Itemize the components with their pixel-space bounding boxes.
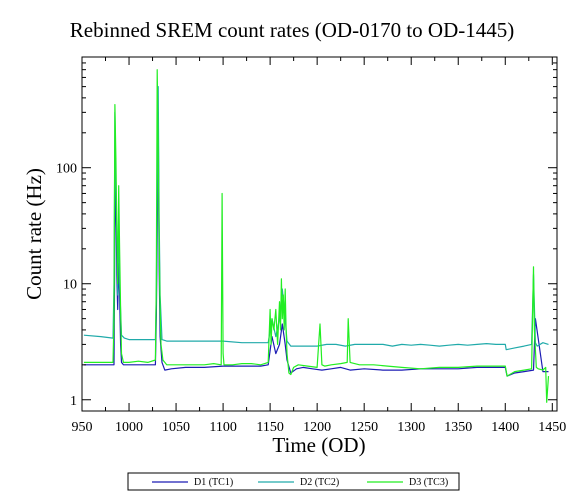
x-tick-label-1: 1000 [115,420,143,435]
series-line-2 [83,85,549,351]
x-tick-label-4: 1150 [256,420,283,435]
x-tick-label-6: 1250 [350,420,378,435]
series-line-3 [83,69,550,403]
y-tick-label-1: 10 [63,278,77,293]
x-axis-ticks: 950 1000 1050 1100 1150 1200 1250 1300 1350 1400 1… [72,57,566,435]
y-axis-ticks: 1 10 100 [56,62,557,409]
x-tick-label-10: 1450 [538,420,566,435]
series-line-1 [83,111,549,377]
x-tick-label-2: 1050 [162,420,190,435]
x-tick-label-8: 1350 [444,420,472,435]
legend-label-1: D1 (TC1) [194,477,233,488]
chart-title: Rebinned SREM count rates (OD-0170 to OD… [70,18,514,42]
legend-label-3: D3 (TC3) [409,477,448,488]
x-axis-label: Time (OD) [272,433,365,457]
y-axis-label: Count rate (Hz) [22,168,46,300]
y-tick-label-2: 100 [56,162,77,177]
legend: D1 (TC1) D2 (TC2) D3 (TC3) [127,472,460,491]
series-layer [83,69,550,403]
x-tick-label-3: 1100 [209,420,236,435]
x-tick-label-7: 1300 [397,420,425,435]
y-tick-label-0: 1 [70,394,77,409]
legend-items: D1 (TC1) D2 (TC2) D3 (TC3) [152,477,448,488]
plot-frame [81,56,558,412]
x-tick-label-0: 950 [72,420,93,435]
x-tick-label-5: 1200 [303,420,331,435]
x-tick-label-9: 1400 [491,420,519,435]
legend-label-2: D2 (TC2) [300,477,339,488]
